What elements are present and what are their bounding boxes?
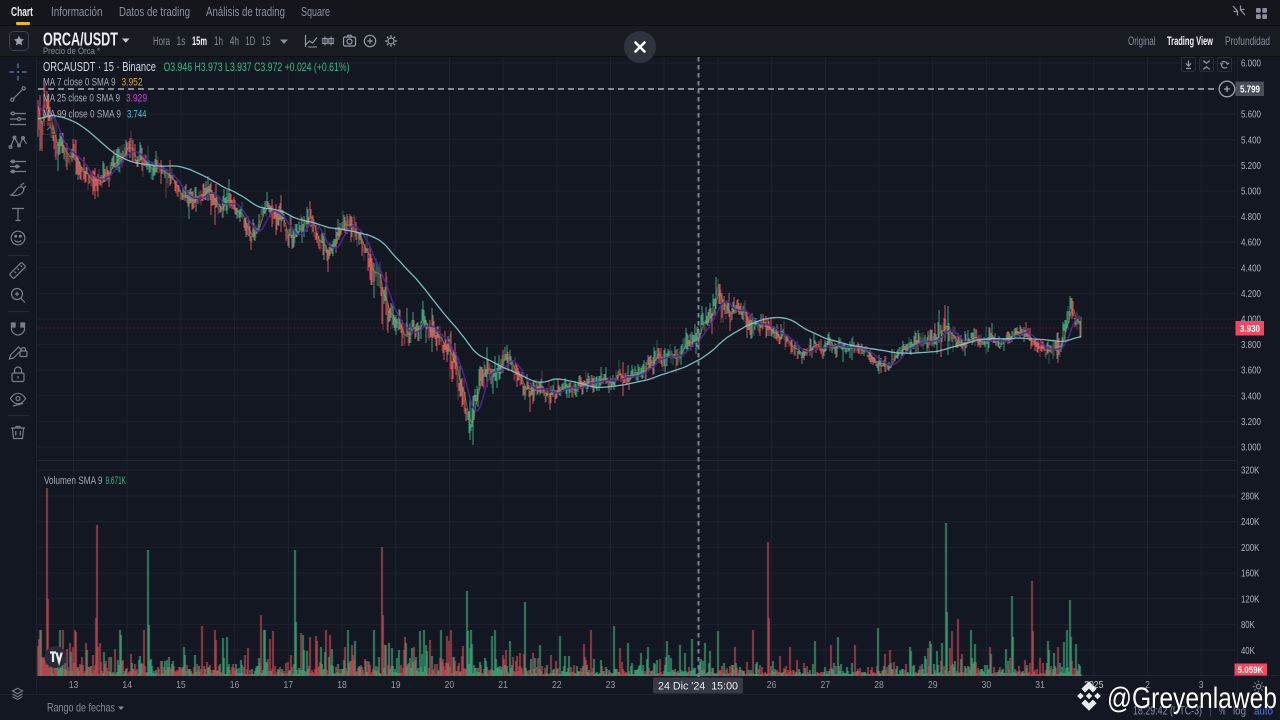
svg-text:auto: auto xyxy=(1254,706,1273,718)
svg-text:3.744: 3.744 xyxy=(127,109,147,121)
svg-text:24 Dic '24 15:00: 24 Dic '24 15:00 xyxy=(658,681,738,693)
svg-text:14: 14 xyxy=(122,679,132,691)
svg-text:28: 28 xyxy=(874,679,884,691)
svg-text:19: 19 xyxy=(391,679,401,691)
svg-text:4h: 4h xyxy=(230,34,239,48)
svg-text:21: 21 xyxy=(498,679,508,691)
svg-text:3.600: 3.600 xyxy=(1241,365,1261,377)
svg-text:280K: 280K xyxy=(1241,490,1259,502)
svg-text:Profundidad: Profundidad xyxy=(1225,34,1270,48)
svg-text:3.200: 3.200 xyxy=(1241,416,1261,428)
svg-text:4.800: 4.800 xyxy=(1241,211,1261,223)
svg-text:40K: 40K xyxy=(1241,645,1255,657)
svg-text:MA 99 close 0 SMA 9: MA 99 close 0 SMA 9 xyxy=(43,109,121,121)
svg-text:Datos de trading: Datos de trading xyxy=(119,5,190,19)
svg-text:23: 23 xyxy=(606,679,616,691)
svg-text:20: 20 xyxy=(445,679,455,691)
svg-text:22: 22 xyxy=(552,679,562,691)
svg-text:1s: 1s xyxy=(177,34,186,48)
svg-text:|: | xyxy=(1209,703,1212,717)
svg-text:3.000: 3.000 xyxy=(1241,442,1261,454)
svg-text:Chart: Chart xyxy=(11,5,34,19)
svg-text:27: 27 xyxy=(821,679,831,691)
svg-text:Rango de fechas: Rango de fechas xyxy=(47,701,115,715)
svg-text:3.929: 3.929 xyxy=(126,93,147,105)
svg-text:%: % xyxy=(1219,706,1226,718)
svg-text:29: 29 xyxy=(928,679,938,691)
svg-text:3.400: 3.400 xyxy=(1241,390,1261,402)
svg-text:18:29:42 (UTC-3): 18:29:42 (UTC-3) xyxy=(1133,704,1202,718)
svg-text:5.600: 5.600 xyxy=(1241,109,1261,121)
svg-text:200K: 200K xyxy=(1241,542,1259,554)
svg-text:5.400: 5.400 xyxy=(1241,134,1261,146)
svg-text:31: 31 xyxy=(1035,679,1045,691)
svg-text:O3.946 H3.973 L3.937 C3.972: O3.946 H3.973 L3.937 C3.972 +0.024 (+0.6… xyxy=(164,60,350,74)
svg-text:3.930: 3.930 xyxy=(1240,323,1260,335)
svg-text:9.671K: 9.671K xyxy=(106,475,127,487)
svg-text:1h: 1h xyxy=(214,34,223,48)
svg-text:3.952: 3.952 xyxy=(122,77,143,89)
svg-text:@Greyenlaweb: @Greyenlaweb xyxy=(1107,682,1277,715)
svg-text:Información: Información xyxy=(51,5,103,19)
svg-text:1S: 1S xyxy=(262,34,271,48)
svg-text:Original: Original xyxy=(1128,34,1156,48)
svg-text:120K: 120K xyxy=(1241,593,1259,605)
svg-text:log: log xyxy=(1233,706,1246,718)
svg-text:26: 26 xyxy=(767,679,777,691)
svg-text:ORCA/USDT: ORCA/USDT xyxy=(43,30,118,50)
svg-text:5.000: 5.000 xyxy=(1241,186,1261,198)
svg-text:5.200: 5.200 xyxy=(1241,160,1261,172)
svg-text:16: 16 xyxy=(230,679,240,691)
svg-text:6.000: 6.000 xyxy=(1241,58,1261,70)
svg-text:3.800: 3.800 xyxy=(1241,339,1261,351)
svg-text:4.600: 4.600 xyxy=(1241,237,1261,249)
svg-text:Análisis de trading: Análisis de trading xyxy=(206,5,285,19)
svg-text:13: 13 xyxy=(69,679,79,691)
svg-text:17: 17 xyxy=(284,679,294,691)
svg-text:2: 2 xyxy=(1145,679,1150,691)
svg-text:Volumen SMA 9: Volumen SMA 9 xyxy=(44,475,103,487)
svg-text:320K: 320K xyxy=(1241,465,1259,477)
svg-text:15m: 15m xyxy=(192,34,207,48)
svg-text:Trading View: Trading View xyxy=(1167,34,1213,48)
svg-text:15: 15 xyxy=(176,679,186,691)
svg-text:MA 7 close 0 SMA 9: MA 7 close 0 SMA 9 xyxy=(43,77,116,89)
svg-text:Hora: Hora xyxy=(153,34,170,48)
svg-text:Precio de Orca *: Precio de Orca * xyxy=(43,46,100,57)
svg-text:Square: Square xyxy=(301,5,330,19)
svg-text:5.799: 5.799 xyxy=(1240,84,1260,96)
svg-text:1D: 1D xyxy=(245,34,255,48)
svg-text:30: 30 xyxy=(982,679,992,691)
svg-text:4.400: 4.400 xyxy=(1241,262,1261,274)
svg-text:MA 25 close 0 SMA 9: MA 25 close 0 SMA 9 xyxy=(43,93,120,105)
svg-text:160K: 160K xyxy=(1241,568,1259,580)
svg-text:5.059K: 5.059K xyxy=(1238,665,1264,676)
svg-text:4.200: 4.200 xyxy=(1241,288,1261,300)
svg-text:ORCAUSDT · 15 · Binance: ORCAUSDT · 15 · Binance xyxy=(43,60,156,74)
svg-text:80K: 80K xyxy=(1241,619,1255,631)
svg-text:18: 18 xyxy=(337,679,347,691)
svg-text:240K: 240K xyxy=(1241,516,1259,528)
svg-text:3: 3 xyxy=(1199,679,1204,691)
